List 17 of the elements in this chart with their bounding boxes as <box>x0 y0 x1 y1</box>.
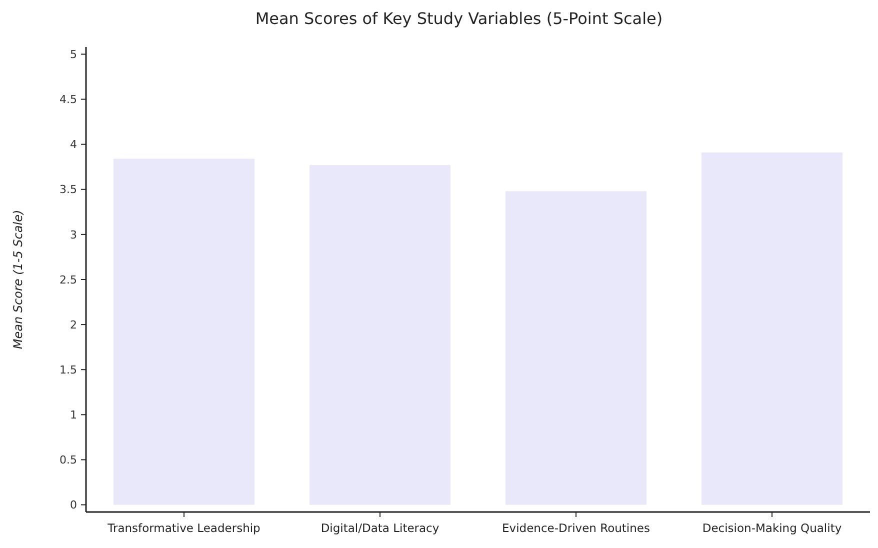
chart-title: Mean Scores of Key Study Variables (5-Point Scale) <box>255 9 663 28</box>
y-tick-label: 3 <box>70 228 77 242</box>
x-tick-label: Evidence-Driven Routines <box>502 521 650 535</box>
y-tick-label: 4.5 <box>60 93 77 106</box>
x-tick-label: Transformative Leadership <box>106 521 260 535</box>
y-tick-label: 1.5 <box>60 363 77 376</box>
y-tick-label: 0 <box>70 498 77 512</box>
y-tick-label: 0.5 <box>60 454 77 467</box>
y-tick-label: 2 <box>70 318 77 332</box>
y-tick-label: 2.5 <box>60 273 77 286</box>
y-tick-label: 1 <box>70 408 77 422</box>
y-tick-label: 4 <box>70 138 77 152</box>
y-axis-title: Mean Score (1-5 Scale) <box>11 210 25 350</box>
y-tick-label: 3.5 <box>60 183 77 196</box>
x-tick-label: Decision-Making Quality <box>702 521 842 535</box>
y-tick-label: 5 <box>70 48 77 62</box>
x-tick-label: Digital/Data Literacy <box>320 521 440 535</box>
